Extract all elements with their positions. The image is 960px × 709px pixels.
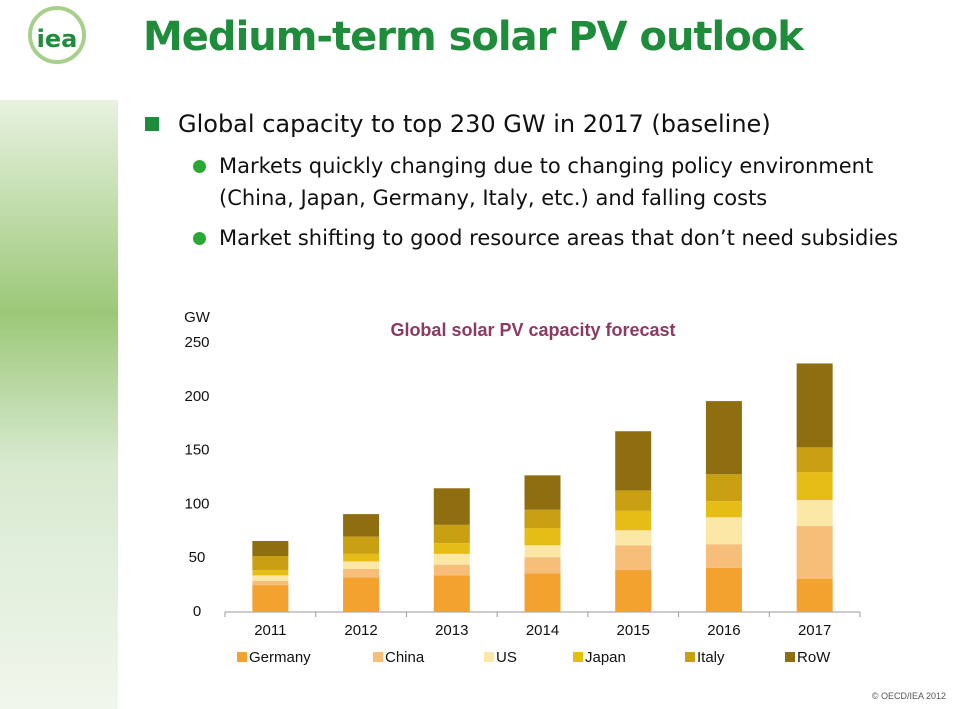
legend-swatch	[373, 652, 383, 662]
bar-segment	[524, 509, 561, 529]
bar-segment	[433, 543, 470, 554]
bar-segment	[343, 561, 380, 569]
bullet-marker	[145, 117, 159, 131]
bar-segment	[796, 578, 833, 612]
bar-segment	[433, 575, 470, 612]
legend-swatch	[237, 652, 247, 662]
bar-segment	[343, 568, 380, 578]
bar-segment	[705, 567, 742, 612]
y-axis-label: GW	[184, 309, 211, 326]
bar-segment	[705, 401, 742, 475]
bar-segment	[433, 553, 470, 565]
bar-segment	[343, 536, 380, 554]
bar-segment	[433, 488, 470, 525]
y-tick-label: 50	[189, 549, 206, 566]
bar-segment	[343, 553, 380, 562]
bar-segment	[615, 570, 652, 612]
title: Medium-term solar PV outlook	[143, 14, 804, 60]
bar-segment	[705, 501, 742, 518]
point: Markets quickly changing due to changing…	[219, 154, 874, 210]
y-tick-label: 250	[184, 334, 209, 351]
bar-segment	[615, 431, 652, 491]
bar-segment	[796, 363, 833, 448]
bar-segment	[252, 580, 289, 586]
bar-segment	[252, 575, 289, 581]
y-tick-label: 100	[184, 495, 209, 512]
decor-strip	[0, 100, 118, 709]
bar-segment	[796, 500, 833, 526]
footer: © OECD/IEA 2012	[871, 691, 946, 701]
x-tick-label: 2011	[254, 622, 286, 639]
bar-segment	[524, 475, 561, 510]
bar-segment	[796, 525, 833, 579]
bar-segment	[252, 585, 289, 612]
bar-segment	[705, 474, 742, 502]
bar-segment	[524, 545, 561, 558]
legend-label: Italy	[697, 649, 725, 666]
bar-segment	[615, 530, 652, 546]
bar-segment	[343, 514, 380, 537]
x-tick-label: 2012	[344, 622, 377, 639]
x-tick-label: 2015	[617, 622, 650, 639]
legend-label: Germany	[249, 649, 311, 666]
bullet-marker	[193, 160, 206, 173]
legend-swatch	[685, 652, 695, 662]
bar-segment	[796, 447, 833, 473]
legend-label: US	[496, 649, 517, 666]
y-tick-label: 200	[184, 388, 209, 405]
point: Global capacity to top 230 GW in 2017 (b…	[178, 110, 771, 138]
legend-label: RoW	[797, 649, 831, 666]
bar-segment	[252, 570, 289, 576]
y-tick-label: 0	[193, 603, 201, 620]
legend-swatch	[484, 652, 494, 662]
x-tick-label: 2013	[435, 622, 468, 639]
logo: iea	[28, 6, 86, 64]
bar-segment	[524, 573, 561, 612]
bullet-marker	[193, 232, 206, 245]
chart-title: Global solar PV capacity forecast	[390, 320, 675, 340]
bar-segment	[705, 544, 742, 568]
bar-segment	[343, 577, 380, 612]
bar-segment	[615, 545, 652, 571]
y-tick-label: 150	[184, 442, 209, 459]
bar-segment	[524, 528, 561, 546]
x-tick-label: 2014	[526, 622, 559, 639]
bar-segment	[252, 540, 289, 557]
bar-segment	[705, 517, 742, 545]
bar-segment	[433, 564, 470, 576]
x-tick-label: 2017	[798, 622, 831, 639]
bar-segment	[796, 472, 833, 501]
bar-segment	[524, 557, 561, 574]
bar-segment	[252, 556, 289, 571]
legend-label: Japan	[585, 649, 626, 666]
point: Market shifting to good resource areas t…	[219, 226, 899, 250]
x-tick-label: 2016	[707, 622, 740, 639]
legend-swatch	[785, 652, 795, 662]
legend-swatch	[573, 652, 583, 662]
legend-label: China	[385, 649, 425, 666]
bar-segment	[433, 524, 470, 544]
bar-segment	[615, 490, 652, 511]
bar-segment	[615, 510, 652, 531]
